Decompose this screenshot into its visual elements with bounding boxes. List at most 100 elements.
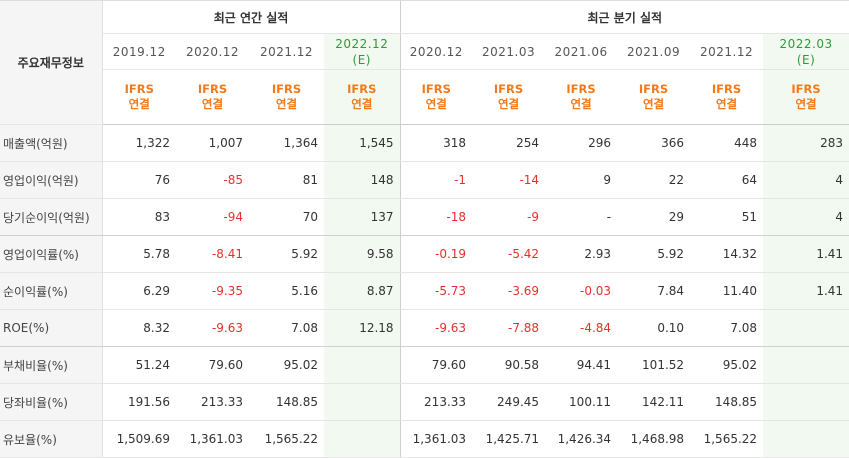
ifrs-label: IFRS bbox=[347, 82, 377, 96]
value-cell: 12.18 bbox=[324, 309, 401, 347]
value-cell: 1,007 bbox=[176, 124, 249, 162]
consolidated-label: 연결 bbox=[351, 97, 373, 111]
value-cell: 7.08 bbox=[690, 309, 764, 347]
value-cell: 9 bbox=[545, 161, 618, 199]
value-cell: 83 bbox=[102, 198, 176, 236]
table-row: 영업이익률(%) 5.78 -8.41 5.92 9.58 -0.19 -5.42 2.93 5… bbox=[0, 235, 849, 273]
value-cell: -0.03 bbox=[545, 272, 618, 310]
period-header: 2019.12 bbox=[102, 33, 176, 70]
period-label: 2019.12 bbox=[112, 44, 166, 59]
value-cell: 137 bbox=[324, 198, 401, 236]
value-cell: 95.02 bbox=[249, 346, 324, 384]
value-cell: 79.60 bbox=[176, 346, 249, 384]
period-label: 2021.06 bbox=[554, 44, 608, 59]
value-cell: 70 bbox=[249, 198, 324, 236]
value-cell: -3.69 bbox=[472, 272, 546, 310]
ifrs-label: IFRS bbox=[711, 82, 742, 96]
value-cell: 0.10 bbox=[617, 309, 691, 347]
consolidated-label: 연결 bbox=[201, 97, 224, 111]
period-label: 2022.03 bbox=[779, 36, 833, 51]
consolidated-label: 연결 bbox=[497, 97, 520, 111]
value-cell: 1,361.03 bbox=[399, 420, 473, 458]
value-cell: 254 bbox=[472, 124, 546, 162]
table-row: ROE(%) 8.32 -9.63 7.08 12.18 -9.63 -7.88 -4.84 0… bbox=[0, 309, 849, 347]
period-label: 2021.09 bbox=[626, 44, 681, 59]
period-header: 2022.03 (E) bbox=[763, 33, 849, 70]
period-header: 2020.12 bbox=[399, 33, 473, 70]
value-cell: -9.63 bbox=[176, 309, 249, 347]
row-label: 영업이익률(%) bbox=[0, 235, 103, 273]
value-cell: 318 bbox=[399, 124, 473, 162]
ifrs-badge: IFRS 연결 bbox=[176, 69, 249, 125]
value-cell: 51.24 bbox=[102, 346, 176, 384]
value-cell: -5.42 bbox=[472, 235, 546, 273]
table-row: 부채비율(%) 51.24 79.60 95.02 79.60 90.58 94.41 101… bbox=[0, 346, 849, 384]
value-cell: 1,468.98 bbox=[617, 420, 691, 458]
value-cell: 1,545 bbox=[324, 124, 401, 162]
period-header: 2021.03 bbox=[472, 33, 546, 70]
value-cell: 1,565.22 bbox=[249, 420, 324, 458]
consolidated-label: 연결 bbox=[795, 97, 817, 111]
table-row: 유보율(%) 1,509.69 1,361.03 1,565.22 1,361.03 1,… bbox=[0, 420, 849, 458]
value-cell: 1,509.69 bbox=[102, 420, 176, 458]
period-label: 2022.12 bbox=[335, 36, 389, 51]
value-cell: 5.92 bbox=[617, 235, 691, 273]
row-label: 유보율(%) bbox=[0, 420, 103, 458]
ifrs-label: IFRS bbox=[566, 82, 596, 96]
value-cell: 1.41 bbox=[763, 272, 849, 310]
value-cell: 4 bbox=[763, 198, 849, 236]
ifrs-badge: IFRS 연결 bbox=[617, 69, 691, 125]
consolidated-label: 연결 bbox=[570, 97, 592, 111]
value-cell: -0.19 bbox=[399, 235, 473, 273]
value-cell: -8.41 bbox=[176, 235, 249, 273]
value-cell: 64 bbox=[690, 161, 764, 199]
value-cell: 2.93 bbox=[545, 235, 618, 273]
value-cell: -94 bbox=[176, 198, 249, 236]
value-cell: 11.40 bbox=[690, 272, 764, 310]
value-cell: 1.41 bbox=[763, 235, 849, 273]
value-cell: 366 bbox=[617, 124, 691, 162]
row-label: ROE(%) bbox=[0, 309, 103, 347]
value-cell: 5.78 bbox=[102, 235, 176, 273]
period-header: 2021.09 bbox=[617, 33, 691, 70]
period-label: 2021.03 bbox=[481, 44, 536, 59]
value-cell: 95.02 bbox=[690, 346, 764, 384]
value-cell: 213.33 bbox=[176, 383, 249, 421]
value-cell: 94.41 bbox=[545, 346, 618, 384]
ifrs-label: IFRS bbox=[124, 82, 154, 96]
row-label: 부채비율(%) bbox=[0, 346, 103, 384]
value-cell: 1,364 bbox=[249, 124, 324, 162]
value-cell: 9.58 bbox=[324, 235, 401, 273]
table-row: 순이익률(%) 6.29 -9.35 5.16 8.87 -5.73 -3.69 -0.03 7… bbox=[0, 272, 849, 310]
value-cell: -1 bbox=[399, 161, 473, 199]
value-cell: 213.33 bbox=[399, 383, 473, 421]
period-label: 2021.12 bbox=[699, 44, 754, 59]
ifrs-badge: IFRS 연결 bbox=[102, 69, 176, 125]
row-label: 매출액(억원) bbox=[0, 124, 103, 162]
value-cell bbox=[763, 383, 849, 421]
value-cell: 29 bbox=[617, 198, 691, 236]
consolidated-label: 연결 bbox=[275, 97, 298, 111]
consolidated-label: 연결 bbox=[128, 97, 150, 111]
value-cell bbox=[763, 420, 849, 458]
consolidated-label: 연결 bbox=[425, 97, 447, 111]
period-header: 2022.12 (E) bbox=[324, 33, 401, 70]
period-header: 2021.12 bbox=[249, 33, 324, 70]
value-cell bbox=[324, 383, 401, 421]
value-cell: 191.56 bbox=[102, 383, 176, 421]
value-cell: -85 bbox=[176, 161, 249, 199]
table-title: 주요재무정보 bbox=[0, 0, 103, 125]
value-cell: 249.45 bbox=[472, 383, 546, 421]
value-cell: -9.35 bbox=[176, 272, 249, 310]
value-cell bbox=[324, 420, 401, 458]
value-cell: 148.85 bbox=[690, 383, 764, 421]
consolidated-label: 연결 bbox=[715, 97, 738, 111]
value-cell: -5.73 bbox=[399, 272, 473, 310]
value-cell: 101.52 bbox=[617, 346, 691, 384]
ifrs-label: IFRS bbox=[421, 82, 451, 96]
row-label: 당좌비율(%) bbox=[0, 383, 103, 421]
value-cell: -18 bbox=[399, 198, 473, 236]
value-cell: -9 bbox=[472, 198, 546, 236]
annual-group-header: 최근 연간 실적 bbox=[102, 0, 401, 34]
